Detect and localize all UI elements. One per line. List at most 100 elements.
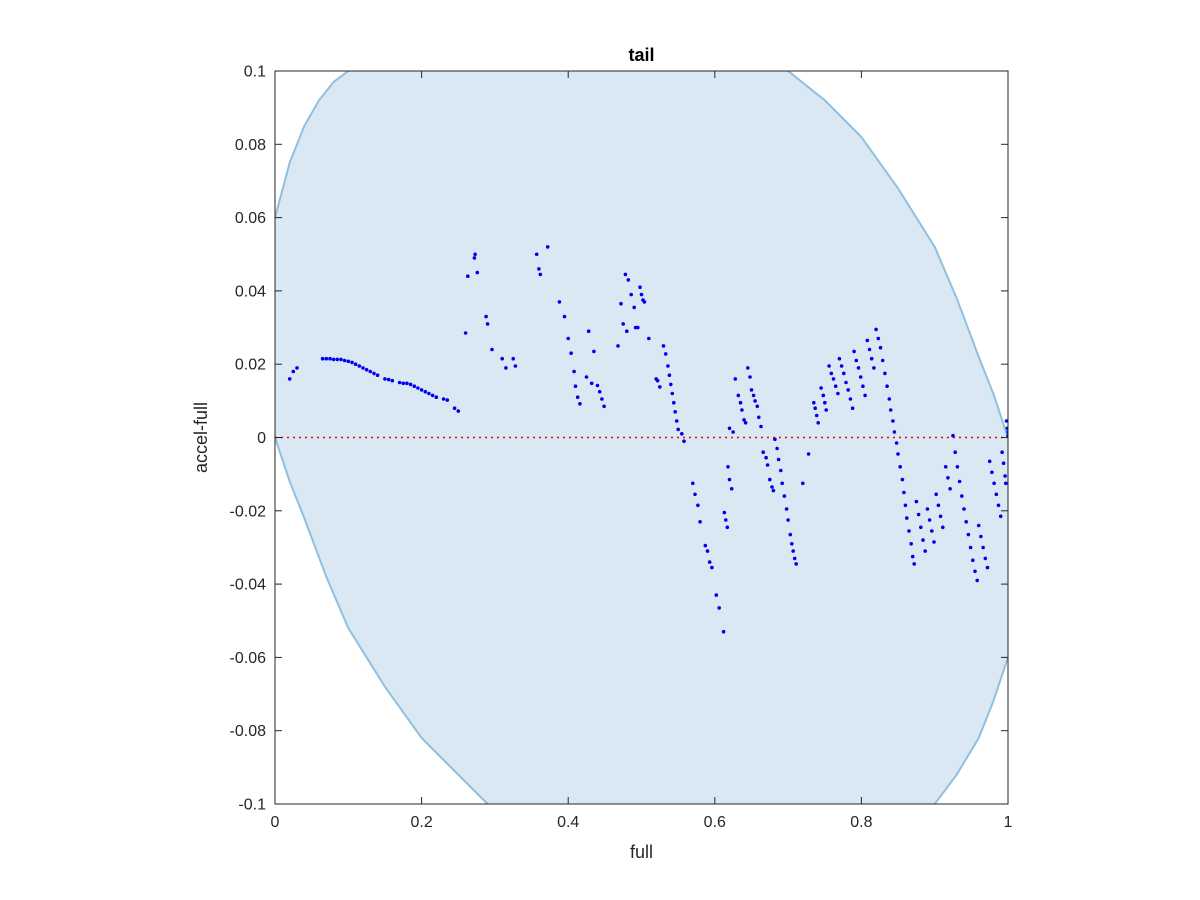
data-point (934, 492, 938, 497)
data-point (423, 389, 428, 394)
data-point (892, 430, 897, 434)
data-point (823, 400, 827, 405)
data-point (353, 362, 358, 367)
data-point (792, 556, 797, 561)
data-point (427, 391, 431, 396)
scatter-points (287, 245, 1008, 634)
data-point (485, 322, 490, 326)
data-point (722, 510, 727, 515)
data-point (669, 382, 673, 387)
data-point (401, 381, 406, 386)
data-point (463, 331, 468, 335)
x-tick-label: 0.8 (850, 814, 872, 831)
data-point (784, 507, 789, 511)
data-point (919, 525, 923, 530)
data-point (960, 494, 964, 498)
data-point (846, 388, 850, 392)
data-point (962, 507, 966, 511)
data-point (625, 329, 629, 334)
data-point (806, 452, 811, 456)
data-point (584, 375, 589, 379)
y-tick-label: 0.04 (235, 283, 266, 300)
data-point (751, 393, 756, 398)
data-point (898, 465, 902, 469)
data-point (335, 357, 340, 362)
data-point (907, 529, 911, 533)
data-point (472, 256, 477, 260)
data-point (473, 252, 477, 257)
data-point (761, 450, 765, 455)
data-point (788, 532, 793, 537)
data-point (979, 534, 983, 539)
data-point (703, 543, 708, 548)
data-point (827, 364, 831, 368)
data-point (801, 481, 805, 486)
data-point (839, 364, 844, 368)
data-point (782, 494, 787, 498)
y-tick-label: 0.1 (244, 64, 266, 81)
data-point (925, 507, 930, 511)
data-point (878, 345, 883, 350)
data-point (987, 459, 992, 464)
data-point (466, 274, 470, 279)
data-point (852, 349, 856, 354)
data-point (364, 367, 369, 372)
x-tick-label: 0.2 (410, 814, 432, 831)
data-point (816, 421, 820, 425)
data-point (865, 338, 870, 343)
data-point (1000, 450, 1004, 455)
y-tick-label: -0.04 (230, 577, 267, 594)
data-point (953, 450, 957, 455)
data-point (740, 408, 744, 412)
data-point (888, 408, 893, 412)
data-point (390, 378, 395, 383)
data-point (663, 352, 668, 356)
data-point (903, 503, 908, 508)
data-point (985, 565, 990, 570)
data-point (731, 430, 735, 434)
data-point (932, 540, 936, 544)
data-point (575, 395, 580, 400)
data-point (1005, 426, 1008, 431)
data-point (287, 377, 292, 381)
data-point (602, 404, 606, 409)
data-point (597, 389, 602, 394)
data-point (430, 393, 435, 398)
data-point (867, 347, 872, 352)
region-upper-boundary (275, 71, 1008, 438)
data-point (891, 419, 895, 423)
y-tick-label: 0.02 (235, 357, 266, 374)
data-point (291, 369, 296, 374)
data-point (872, 366, 876, 370)
data-point (869, 356, 874, 361)
data-point (836, 391, 840, 396)
data-point (968, 545, 973, 550)
data-point (397, 380, 402, 385)
data-point (746, 366, 750, 370)
data-point (749, 388, 754, 392)
data-point (998, 514, 1003, 519)
data-point (755, 404, 760, 409)
data-point (372, 371, 376, 376)
data-point (992, 481, 996, 486)
data-point (386, 377, 391, 382)
data-point (658, 385, 662, 389)
y-tick-label: -0.1 (238, 797, 266, 814)
data-point (971, 558, 975, 563)
data-point (776, 457, 781, 462)
data-point (721, 629, 726, 634)
data-point (973, 569, 977, 574)
data-point (905, 516, 909, 520)
data-point (534, 252, 539, 257)
data-point (445, 398, 450, 402)
region-lower-boundary (275, 437, 1008, 804)
data-point (779, 468, 783, 473)
data-point (727, 477, 732, 482)
data-point (829, 371, 834, 376)
data-point (854, 358, 859, 363)
data-point (946, 476, 950, 480)
data-point (996, 503, 1001, 508)
data-point (573, 384, 578, 389)
y-tick-label: 0.06 (235, 210, 266, 227)
x-tick-label: 0.4 (557, 814, 579, 831)
